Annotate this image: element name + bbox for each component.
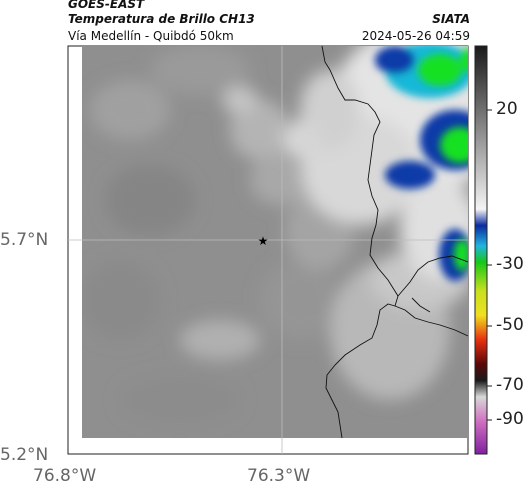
- product-title: Temperatura de Brillo CH13: [68, 12, 255, 26]
- organization-label: SIATA: [432, 12, 470, 26]
- x-tick-label: 76.3°W: [247, 466, 311, 486]
- brightness-temperature-field: [82, 46, 468, 438]
- colorbar-tick-label: 20: [496, 99, 518, 119]
- admin-boundaries: [321, 46, 468, 438]
- colorbar-ticks: [487, 109, 492, 421]
- datetime-label: 2024-05-26 04:59: [361, 29, 470, 43]
- colorbar-tick-label: -70: [496, 375, 524, 395]
- star-icon: ★: [258, 234, 269, 248]
- y-tick-label: 5.2°N: [0, 445, 49, 465]
- colorbar-tick-label: -90: [496, 409, 524, 429]
- x-tick-label: 76.8°W: [33, 466, 97, 486]
- colorbar: [474, 45, 488, 455]
- region-subtitle: Vía Medellín - Quibdó 50km: [68, 29, 234, 43]
- colorbar-tick-label: -30: [496, 254, 524, 274]
- colorbar-tick-label: -50: [496, 315, 524, 335]
- y-tick-label: 5.7°N: [0, 230, 49, 250]
- satellite-title: GOES-EAST: [68, 0, 145, 11]
